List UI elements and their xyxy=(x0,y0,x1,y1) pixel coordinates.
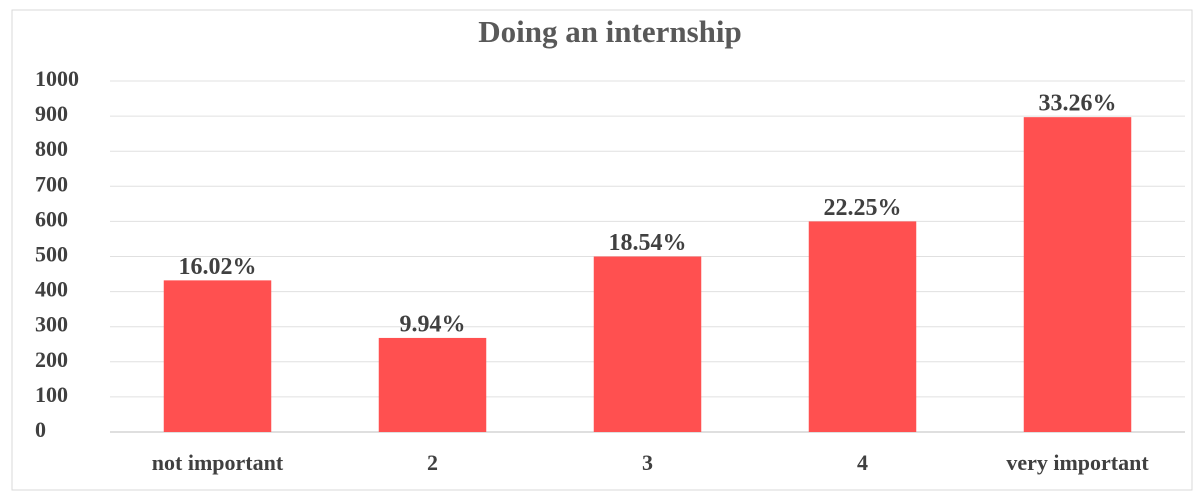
x-tick-label: not important xyxy=(152,450,284,475)
bar xyxy=(163,280,272,432)
y-tick-label: 200 xyxy=(35,347,68,372)
y-tick-label: 700 xyxy=(35,171,68,196)
x-tick-label: 2 xyxy=(427,450,438,475)
y-tick-label: 1000 xyxy=(35,66,79,91)
data-label: 18.54% xyxy=(609,230,687,256)
y-tick-label: 600 xyxy=(35,206,68,231)
bar xyxy=(593,256,702,432)
y-tick-label: 0 xyxy=(35,417,46,442)
y-tick-label: 300 xyxy=(35,312,68,337)
y-tick-label: 800 xyxy=(35,136,68,161)
data-label: 9.94% xyxy=(400,311,466,337)
x-tick-label: very important xyxy=(1006,450,1149,475)
y-tick-label: 100 xyxy=(35,382,68,407)
bar xyxy=(378,337,487,432)
bar xyxy=(808,221,917,432)
y-tick-label: 500 xyxy=(35,242,68,267)
data-label: 16.02% xyxy=(179,254,257,280)
y-tick-label: 400 xyxy=(35,277,68,302)
chart-title: Doing an internship xyxy=(478,14,742,49)
data-label: 22.25% xyxy=(824,195,902,221)
bar xyxy=(1023,117,1132,432)
data-label: 33.26% xyxy=(1039,91,1117,117)
x-tick-label: 4 xyxy=(857,450,868,475)
y-tick-label: 900 xyxy=(35,101,68,126)
x-tick-label: 3 xyxy=(642,450,653,475)
